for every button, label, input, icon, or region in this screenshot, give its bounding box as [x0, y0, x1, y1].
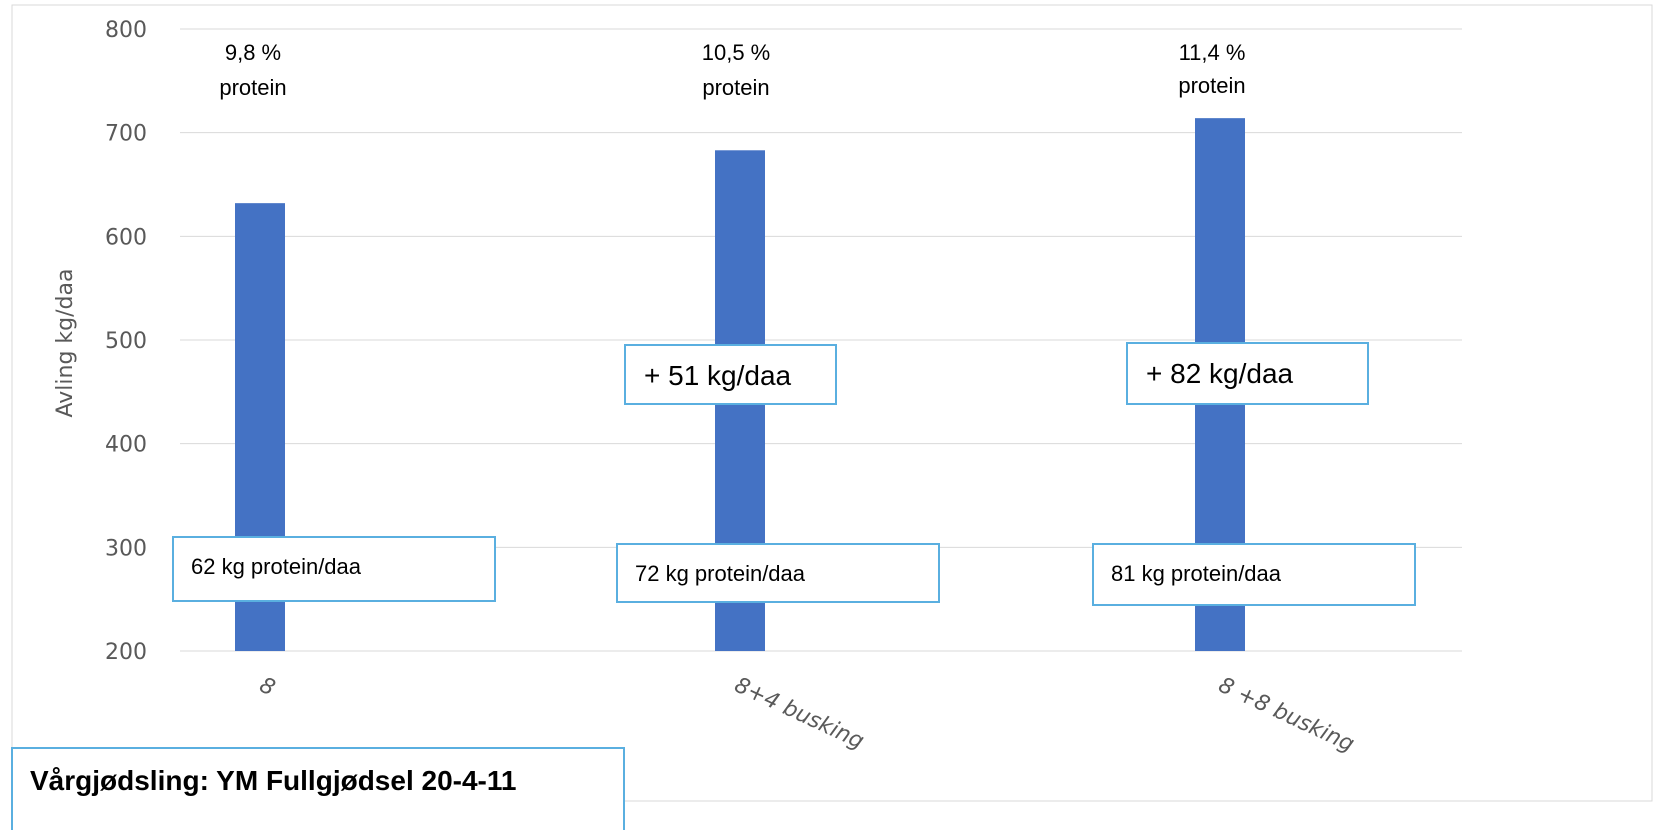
- protein-yield-box-2: [1092, 543, 1416, 606]
- increase-label-1: + 51 kg/daa: [644, 360, 792, 391]
- y-tick-label-2: 400: [105, 433, 147, 458]
- y-tick-label-0: 200: [105, 640, 147, 665]
- footer-box: Vårgjødsling: YM Fullgjødsel 20-4-11: [11, 747, 625, 830]
- y-tick-label-6: 800: [105, 18, 147, 43]
- protein-yield-box-1: [616, 543, 940, 603]
- protein-yield-label-0: 62 kg protein/daa: [191, 554, 362, 579]
- protein-word-label-1: protein: [702, 75, 769, 100]
- protein-yield-label-1: 72 kg protein/daa: [635, 561, 806, 586]
- protein-percent-label-2: 11,4 %: [1179, 40, 1246, 65]
- protein-yield-box-0: [172, 536, 496, 602]
- y-tick-label-3: 500: [105, 329, 147, 354]
- y-tick-label-5: 700: [105, 122, 147, 147]
- y-axis-label: Avling kg/daa: [53, 269, 78, 418]
- increase-box-2: [1126, 342, 1369, 405]
- y-axis-ticks: 200 300 400 500 600 700 800: [105, 18, 147, 665]
- protein-word-label-2: protein: [1178, 73, 1245, 98]
- increase-label-2: + 82 kg/daa: [1146, 358, 1294, 389]
- protein-yield-label-2: 81 kg protein/daa: [1111, 561, 1282, 586]
- footer-text: Vårgjødsling: YM Fullgjødsel 20-4-11: [30, 765, 516, 796]
- protein-percent-label-0: 9,8 %: [225, 40, 281, 65]
- y-tick-label-4: 600: [105, 225, 147, 250]
- protein-word-label-0: protein: [219, 75, 286, 100]
- annotations: 9,8 % protein 10,5 % protein 11,4 % protein 62…: [172, 40, 1416, 606]
- y-tick-label-1: 300: [105, 536, 147, 561]
- increase-box-1: [624, 344, 837, 405]
- protein-percent-label-1: 10,5 %: [702, 40, 771, 65]
